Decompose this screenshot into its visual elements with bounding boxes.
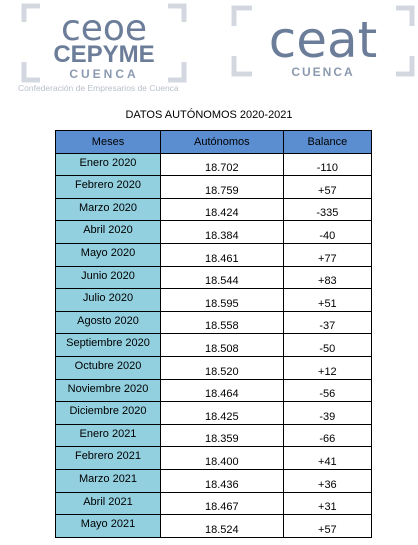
value-cell: +57 — [282, 175, 373, 199]
table-row: Abril 2021 18.467 +31 — [55, 491, 373, 516]
value-cell: 18.524 — [160, 514, 284, 538]
value-cell: 18.520 — [160, 355, 284, 380]
table-row: Septiembre 2020 18.508 -50 — [55, 333, 373, 357]
right-frame — [231, 5, 415, 77]
table-row: Noviembre 2020 18.464 -56 — [55, 378, 373, 403]
value-cell: 18.359 — [160, 423, 284, 448]
logo-text: ceat — [269, 11, 378, 69]
table-row: Mayo 2021 18.524 +57 — [55, 514, 373, 538]
table-row: Marzo 2021 18.436 +36 — [55, 468, 373, 493]
value-cell: -66 — [282, 423, 373, 448]
month-cell: Abril 2020 — [55, 220, 161, 244]
header-cell: Autónomos — [160, 130, 284, 154]
value-cell: 18.759 — [160, 175, 284, 199]
value-cell: 18.558 — [160, 310, 284, 335]
value-cell: 18.702 — [160, 152, 284, 177]
value-cell: +31 — [282, 491, 373, 516]
month-cell: Mayo 2020 — [55, 242, 161, 267]
table-row: Octubre 2020 18.520 +12 — [55, 355, 373, 380]
value-cell: 18.467 — [160, 491, 284, 516]
table-row: Marzo 2020 18.424 -335 — [55, 197, 373, 222]
value-cell: +36 — [282, 468, 373, 493]
value-cell: 18.544 — [160, 265, 284, 290]
table-row: Mayo 2020 18.461 +77 — [55, 242, 373, 267]
value-cell: -50 — [282, 333, 373, 357]
logo-text: CUENCA — [69, 67, 138, 81]
logo-text: ceoe — [61, 8, 147, 49]
value-cell: +57 — [282, 514, 373, 538]
month-cell: Marzo 2020 — [55, 197, 161, 222]
logo-text: CUENCA — [291, 65, 354, 79]
logo-text: CEPYME — [53, 41, 154, 68]
logo-tagline: Confederación de Empresarios de Cuenca — [18, 83, 179, 93]
value-cell: -56 — [282, 378, 373, 403]
value-cell: +51 — [282, 288, 373, 312]
value-cell: 18.425 — [160, 401, 284, 425]
value-cell: 18.384 — [160, 220, 284, 244]
month-cell: Junio 2020 — [55, 265, 161, 290]
month-cell: Agosto 2020 — [55, 310, 161, 335]
table-row: Enero 2020 18.702 -110 — [55, 152, 373, 177]
logos: ceoe CEPYME CUENCA Confederación de Empr… — [18, 3, 415, 93]
value-cell: -37 — [282, 310, 373, 335]
value-cell: 18.436 — [160, 468, 284, 493]
month-cell: Septiembre 2020 — [55, 333, 161, 357]
value-cell: 18.508 — [160, 333, 284, 357]
header-cell: Balance — [282, 130, 373, 154]
value-cell: 18.424 — [160, 197, 284, 222]
value-cell: +12 — [282, 355, 373, 380]
header-row: Meses Autónomos Balance — [55, 130, 373, 154]
value-cell: +83 — [282, 265, 373, 290]
month-cell: Abril 2021 — [55, 491, 161, 516]
month-cell: Enero 2020 — [55, 152, 161, 177]
value-cell: -39 — [282, 401, 373, 425]
table-row: Febrero 2021 18.400 +41 — [55, 446, 373, 470]
value-cell: +41 — [282, 446, 373, 470]
month-cell: Octubre 2020 — [55, 355, 161, 380]
month-cell: Diciembre 2020 — [55, 401, 161, 425]
month-cell: Mayo 2021 — [55, 514, 161, 538]
table-row: Febrero 2020 18.759 +57 — [55, 175, 373, 199]
table-row: Enero 2021 18.359 -66 — [55, 423, 373, 448]
table-row: Diciembre 2020 18.425 -39 — [55, 401, 373, 425]
data-table: Meses Autónomos Balance Enero 2020 18.702 -11… — [55, 130, 373, 538]
title: DATOS AUTÓNOMOS 2020-2021 — [125, 109, 293, 121]
value-cell: 18.461 — [160, 242, 284, 267]
left-frame — [21, 3, 187, 83]
value-cell: -40 — [282, 220, 373, 244]
value-cell: 18.464 — [160, 378, 284, 403]
month-cell: Enero 2021 — [55, 423, 161, 448]
value-cell: +77 — [282, 242, 373, 267]
month-cell: Febrero 2021 — [55, 446, 161, 470]
month-cell: Noviembre 2020 — [55, 378, 161, 403]
table-row: Julio 2020 18.595 +51 — [55, 288, 373, 312]
value-cell: 18.595 — [160, 288, 284, 312]
month-cell: Marzo 2021 — [55, 468, 161, 493]
table-row: Junio 2020 18.544 +83 — [55, 265, 373, 290]
value-cell: 18.400 — [160, 446, 284, 470]
month-cell: Febrero 2020 — [55, 175, 161, 199]
table-row: Agosto 2020 18.558 -37 — [55, 310, 373, 335]
header-cell: Meses — [55, 130, 161, 154]
month-cell: Julio 2020 — [55, 288, 161, 312]
value-cell: -335 — [282, 197, 373, 222]
value-cell: -110 — [282, 152, 373, 177]
table-row: Abril 2020 18.384 -40 — [55, 220, 373, 244]
